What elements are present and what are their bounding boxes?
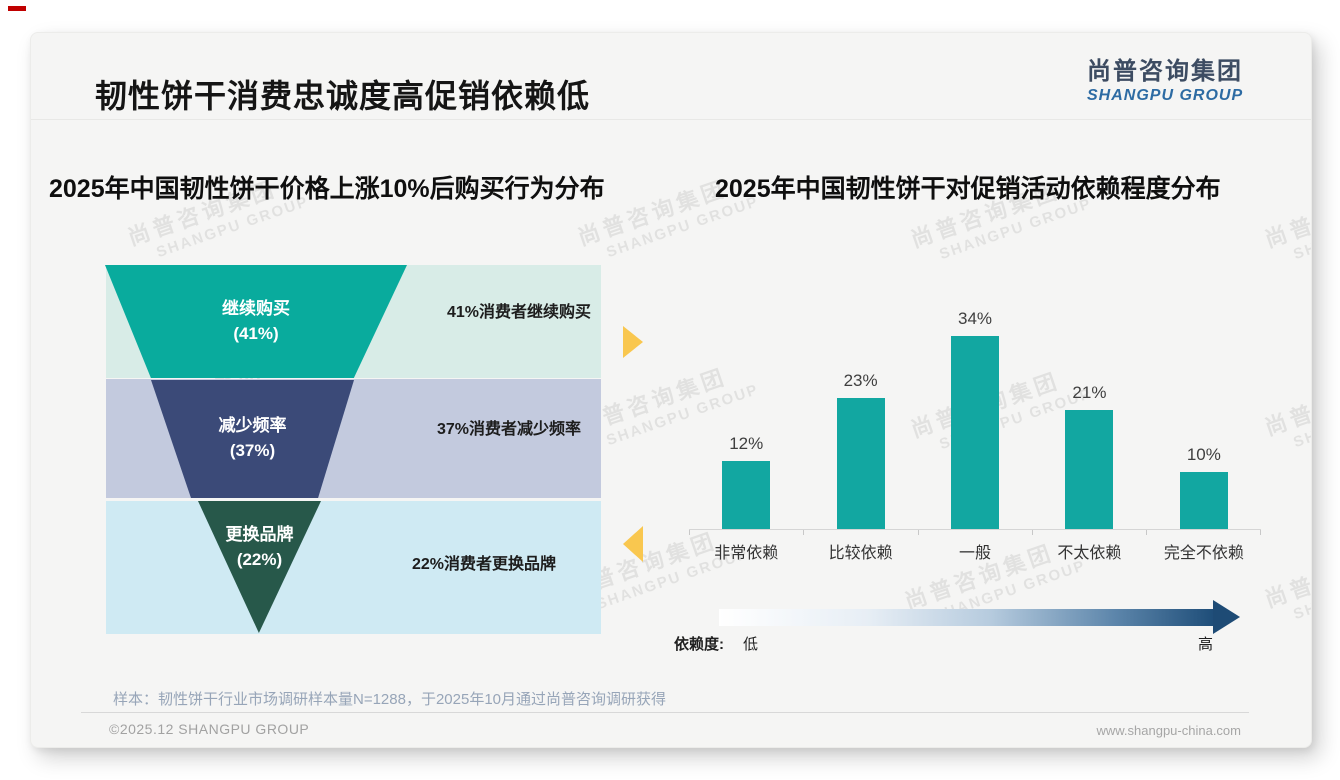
- logo-cn-text: 尚普咨询集团: [1087, 58, 1243, 85]
- logo-en-text: SHANGPU GROUP: [1087, 87, 1244, 105]
- x-axis-line: [689, 529, 1261, 530]
- x-tick-label: 比较依赖: [828, 545, 893, 562]
- bar-value-label: 23%: [843, 371, 878, 390]
- red-dash-decoration: [8, 6, 26, 11]
- bar-value-label: 10%: [1186, 445, 1221, 464]
- funnel-stage-value: (41%): [233, 323, 279, 343]
- dependence-gradient-bar: [719, 609, 1213, 626]
- bar-column: 10%: [1147, 445, 1261, 529]
- dependence-high-label: 高: [1198, 636, 1214, 653]
- bar: [722, 461, 771, 529]
- funnel-annotation-1: 41%消费者继续购买: [446, 304, 592, 321]
- company-logo: 尚普咨询集团 SHANGPU GROUP: [1087, 58, 1244, 105]
- funnel-stage-continue: 继续购买 (41%): [105, 265, 407, 378]
- funnel-annotation-3: 22%消费者更换品牌: [411, 556, 557, 573]
- axis-tick: [689, 530, 690, 535]
- axis-tick: [803, 530, 804, 535]
- x-tick-label: 不太依赖: [1057, 545, 1122, 562]
- bar: [836, 398, 885, 529]
- page-title: 韧性饼干消费忠诚度高促销依赖低: [95, 78, 591, 114]
- bar: [1065, 410, 1114, 529]
- yellow-arrow-left-icon: [623, 526, 643, 562]
- sample-footnote: 样本：韧性饼干行业市场调研样本量N=1288，于2025年10月通过尚普咨询调研…: [113, 691, 667, 708]
- axis-tick: [1260, 530, 1261, 535]
- website-text: www.shangpu-china.com: [1096, 723, 1241, 738]
- dependence-scale-label: 依赖度:: [674, 636, 724, 653]
- x-tick-label: 完全不依赖: [1163, 545, 1244, 562]
- x-axis-labels: 非常依赖 比较依赖 一般 不太依赖 完全不依赖: [689, 539, 1261, 563]
- bar-value-label: 34%: [958, 309, 993, 328]
- bar: [951, 336, 1000, 529]
- slide-card: 尚普咨询集团 SHANGPU GROUP 尚普咨询集团 SHANGPU GROUP …: [30, 32, 1312, 748]
- copyright-text: ©2025.12 SHANGPU GROUP: [109, 721, 310, 737]
- bar-chart-title: 2025年中国韧性饼干对促销活动依赖程度分布: [715, 175, 1221, 203]
- x-tick-label: 非常依赖: [714, 545, 779, 562]
- funnel-annotation-2: 37%消费者减少频率: [436, 421, 582, 438]
- funnel-stage-label: 减少频率: [218, 416, 287, 436]
- funnel-stage-label: 更换品牌: [225, 525, 294, 544]
- yellow-arrow-right-icon: [623, 326, 643, 358]
- bar-chart-plot: 12% 23% 34% 21% 10%: [689, 309, 1261, 529]
- dependence-gradient-arrowhead-icon: [1213, 600, 1240, 634]
- footer-divider: [81, 712, 1249, 713]
- axis-tick: [1146, 530, 1147, 535]
- bar: [1179, 472, 1228, 529]
- bar-column: 21%: [1032, 383, 1146, 529]
- bar-column: 23%: [803, 371, 917, 529]
- header-bar: [31, 33, 1311, 120]
- funnel-chart-title: 2025年中国韧性饼干价格上涨10%后购买行为分布: [49, 175, 605, 203]
- bar-value-label: 12%: [729, 434, 764, 453]
- bar-value-label: 21%: [1072, 383, 1107, 402]
- funnel-stage-label: 继续购买: [222, 298, 290, 318]
- funnel-stage-value: (37%): [229, 441, 276, 460]
- x-tick-label: 一般: [959, 545, 992, 562]
- axis-tick: [918, 530, 919, 535]
- bar-column: 34%: [918, 309, 1032, 529]
- axis-tick: [1032, 530, 1033, 535]
- bar-column: 12%: [689, 434, 803, 529]
- funnel-stage-reduce: 减少频率 (37%): [151, 380, 354, 498]
- funnel-band-3: [106, 501, 601, 634]
- funnel-stage-value: (22%): [236, 549, 283, 569]
- dependence-low-label: 低: [743, 636, 759, 653]
